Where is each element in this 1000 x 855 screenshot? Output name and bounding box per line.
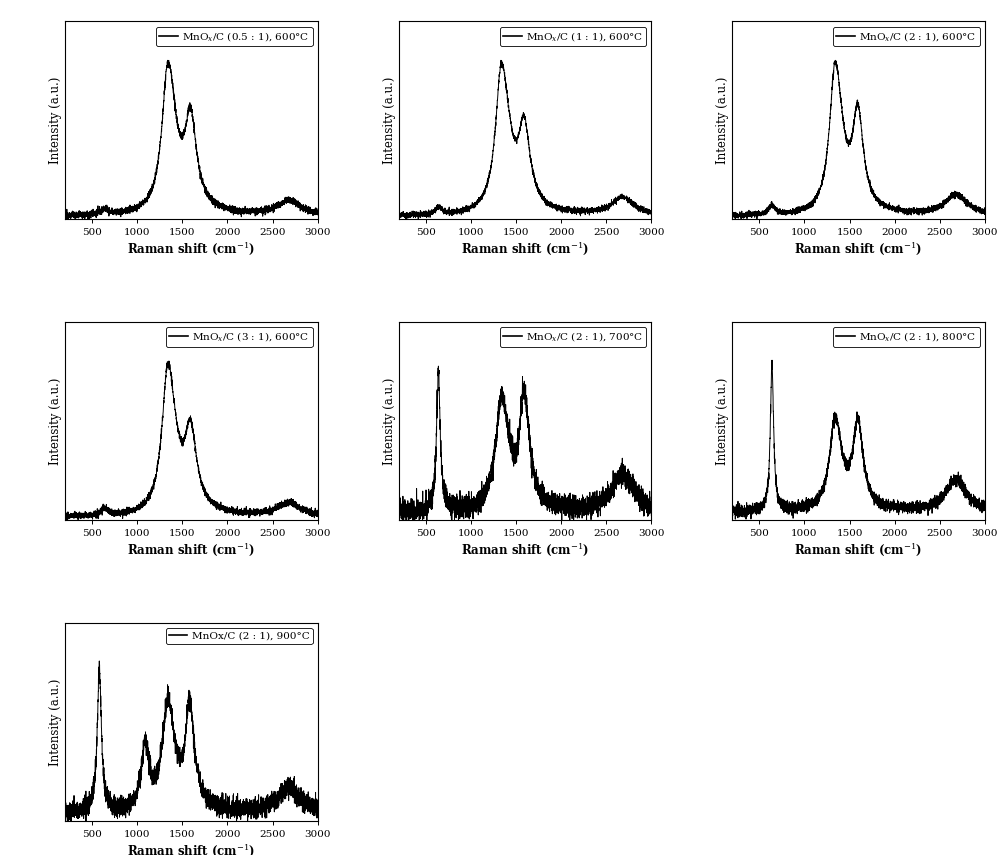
X-axis label: Raman shift (cm$^{-1}$): Raman shift (cm$^{-1}$) [127,841,256,855]
Y-axis label: Intensity (a.u.): Intensity (a.u.) [716,77,729,164]
Y-axis label: Intensity (a.u.): Intensity (a.u.) [49,377,62,465]
Y-axis label: Intensity (a.u.): Intensity (a.u.) [49,678,62,765]
Y-axis label: Intensity (a.u.): Intensity (a.u.) [716,377,729,465]
Legend: MnO$_x$/C (2 : 1), 700°C: MnO$_x$/C (2 : 1), 700°C [500,327,646,346]
X-axis label: Raman shift (cm$^{-1}$): Raman shift (cm$^{-1}$) [794,240,923,257]
X-axis label: Raman shift (cm$^{-1}$): Raman shift (cm$^{-1}$) [461,240,589,257]
X-axis label: Raman shift (cm$^{-1}$): Raman shift (cm$^{-1}$) [127,541,256,557]
Y-axis label: Intensity (a.u.): Intensity (a.u.) [49,77,62,164]
Legend: MnO$_x$/C (2 : 1), 600°C: MnO$_x$/C (2 : 1), 600°C [833,27,980,46]
Y-axis label: Intensity (a.u.): Intensity (a.u.) [383,77,396,164]
X-axis label: Raman shift (cm$^{-1}$): Raman shift (cm$^{-1}$) [461,541,589,557]
Legend: MnO$_x$/C (1 : 1), 600°C: MnO$_x$/C (1 : 1), 600°C [500,27,646,46]
Legend: MnO$_x$/C (2 : 1), 800°C: MnO$_x$/C (2 : 1), 800°C [833,327,980,346]
Legend: MnOx/C (2 : 1), 900°C: MnOx/C (2 : 1), 900°C [166,628,313,644]
X-axis label: Raman shift (cm$^{-1}$): Raman shift (cm$^{-1}$) [794,541,923,557]
X-axis label: Raman shift (cm$^{-1}$): Raman shift (cm$^{-1}$) [127,240,256,257]
Y-axis label: Intensity (a.u.): Intensity (a.u.) [383,377,396,465]
Legend: MnO$_x$/C (0.5 : 1), 600°C: MnO$_x$/C (0.5 : 1), 600°C [156,27,313,46]
Legend: MnO$_x$/C (3 : 1), 600°C: MnO$_x$/C (3 : 1), 600°C [166,327,313,346]
